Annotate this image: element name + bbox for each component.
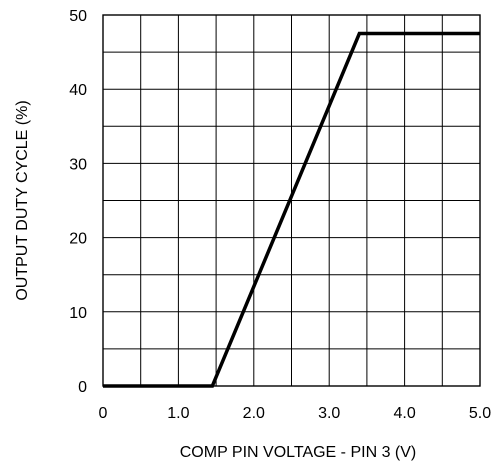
y-tick-labels: 0 10 20 30 40 50 [69,8,87,396]
x-tick-label: 0 [99,405,108,422]
y-axis-title: OUTPUT DUTY CYCLE (%) [14,100,31,300]
x-tick-label: 4.0 [393,405,415,422]
y-tick-label: 50 [69,8,87,25]
x-tick-labels: 0 1.0 2.0 3.0 4.0 5.0 [99,405,492,422]
x-tick-label: 5.0 [469,405,491,422]
x-tick-label: 2.0 [243,405,265,422]
x-tick-label: 3.0 [318,405,340,422]
x-axis-title: COMP PIN VOLTAGE - PIN 3 (V) [180,444,416,461]
y-tick-label: 40 [69,82,87,99]
x-tick-label: 1.0 [167,405,189,422]
y-tick-label: 0 [78,379,87,396]
y-tick-label: 10 [69,305,87,322]
y-tick-label: 20 [69,231,87,248]
plot-frame [102,14,481,387]
y-tick-label: 30 [69,156,87,173]
grid [103,15,480,386]
